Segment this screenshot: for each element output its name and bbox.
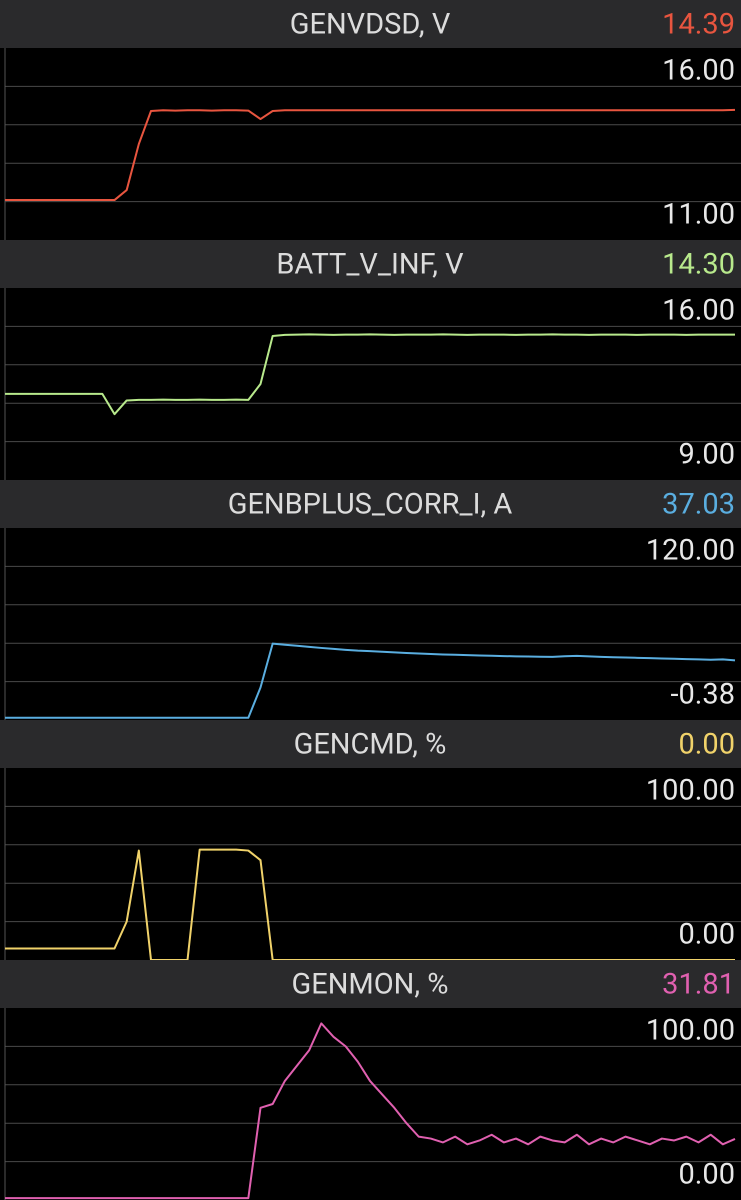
data-line <box>5 642 736 719</box>
y-tick-label: 16.00 <box>662 294 735 328</box>
panel-header <box>0 0 741 48</box>
plot-area <box>5 288 735 480</box>
current-value: 14.39 <box>662 8 735 42</box>
y-tick-label: 16.00 <box>662 54 735 88</box>
plot-area <box>5 48 735 240</box>
y-tick-label: -0.38 <box>670 678 735 712</box>
panel-header <box>0 720 741 768</box>
current-value: 37.03 <box>662 488 735 522</box>
current-value: 14.30 <box>662 248 735 282</box>
y-tick-label: 9.00 <box>678 438 735 472</box>
panel-header <box>0 480 741 528</box>
y-tick-label: 11.00 <box>662 198 735 232</box>
plot-area <box>5 528 735 720</box>
chart-title: BATT_V_INF, V <box>276 248 464 282</box>
chart-title: GENBPLUS_CORR_I, A <box>228 488 513 522</box>
y-tick-label: 100.00 <box>646 774 735 808</box>
current-value: 0.00 <box>678 728 735 762</box>
y-tick-label: 100.00 <box>646 1014 735 1048</box>
chart-panel: GENBPLUS_CORR_I, A 37.03 120.00 -0.38 <box>0 480 741 720</box>
plot-area <box>5 1008 735 1200</box>
y-tick-label: 0.00 <box>678 918 735 952</box>
data-line <box>5 1022 736 1200</box>
chart-title: GENCMD, % <box>294 728 447 762</box>
chart-panel: GENCMD, % 0.00 100.00 0.00 <box>0 720 741 961</box>
data-line <box>5 333 735 416</box>
chart-panel: GENMON, % 31.81 100.00 0.00 <box>0 960 741 1200</box>
panel-header <box>0 960 741 1008</box>
y-tick-label: 0.00 <box>678 1158 735 1192</box>
y-tick-label: 120.00 <box>646 534 735 568</box>
chart-title: GENMON, % <box>291 968 448 1002</box>
current-value: 31.81 <box>662 968 735 1002</box>
panel-header <box>0 240 741 288</box>
chart-panel: GENVDSD, V 14.39 16.00 11.00 <box>0 0 741 240</box>
plot-area <box>5 768 735 960</box>
chart-title: GENVDSD, V <box>290 8 451 42</box>
data-line <box>5 108 736 202</box>
chart-panel: BATT_V_INF, V 14.30 16.00 9.00 <box>0 240 741 480</box>
